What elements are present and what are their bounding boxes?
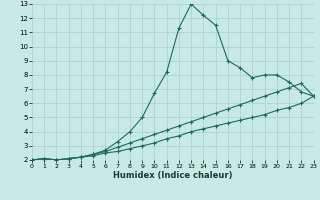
X-axis label: Humidex (Indice chaleur): Humidex (Indice chaleur) <box>113 171 233 180</box>
